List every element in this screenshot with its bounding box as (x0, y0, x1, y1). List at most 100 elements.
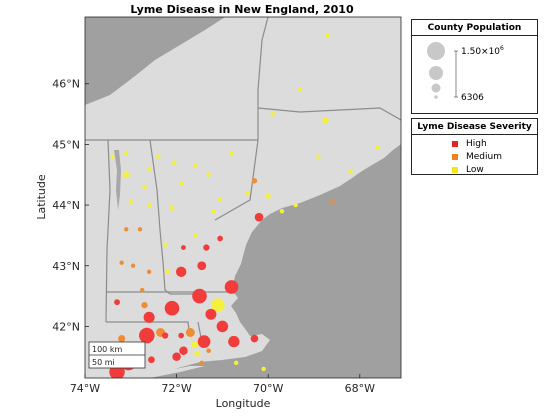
pop-symbol-min (434, 95, 438, 99)
lake-champlain (114, 150, 121, 210)
chart-title: Lyme Disease in New England, 2010 (130, 3, 354, 16)
x-tick-label: 72°W (161, 382, 191, 395)
county-point (140, 287, 145, 293)
county-point (316, 154, 321, 159)
county-point (169, 205, 175, 211)
county-point (178, 332, 185, 339)
county-point (228, 335, 240, 348)
county-point (270, 111, 275, 117)
county-point (164, 300, 180, 316)
county-point (141, 302, 148, 309)
severity-entry-low: Low (412, 163, 537, 176)
county-point (330, 199, 335, 205)
county-point (110, 154, 115, 159)
severity-legend-title: Lyme Disease Severity (412, 119, 537, 135)
county-point (192, 233, 198, 238)
severity-label-high: High (466, 138, 487, 149)
y-tick-label: 43°N (52, 260, 80, 273)
x-axis-label: Longitude (216, 397, 271, 410)
county-point (217, 196, 223, 202)
county-point (199, 360, 204, 366)
county-point (124, 227, 129, 232)
county-point (192, 163, 198, 168)
county-point (165, 269, 170, 275)
county-point (191, 341, 199, 349)
county-point (114, 299, 120, 306)
scale-mi-label: 50 mi (92, 358, 115, 367)
county-point (130, 263, 136, 268)
county-point (322, 116, 329, 124)
county-point (206, 172, 211, 177)
x-tick-label: 74°W (70, 382, 100, 395)
y-tick-label: 42°N (52, 320, 80, 333)
county-point (250, 334, 259, 343)
county-point (245, 190, 250, 196)
long-island (120, 366, 205, 378)
county-point (348, 169, 353, 174)
county-point (148, 356, 155, 364)
pop-max-label: 1.50×106 (461, 45, 504, 57)
pop-min-label: 6306 (461, 93, 484, 103)
county-point (124, 151, 129, 156)
county-point (298, 87, 303, 93)
county-point (146, 269, 152, 275)
county-point (197, 261, 207, 271)
county-point (293, 202, 298, 208)
severity-label-low: Low (466, 164, 484, 175)
county-point (233, 360, 239, 366)
county-point (146, 166, 152, 171)
county-point (119, 260, 124, 265)
y-tick-label: 44°N (52, 199, 80, 212)
county-point (128, 199, 133, 205)
population-legend: County Population 1.50×106 6306 (411, 19, 538, 114)
y-tick-label: 45°N (52, 138, 80, 151)
county-point (161, 332, 169, 339)
county-point (254, 212, 264, 222)
y-axis-label: Latitude (35, 174, 48, 220)
plot-frame (84, 16, 402, 379)
county-point (179, 346, 188, 355)
county-point (375, 145, 381, 150)
county-point (279, 208, 285, 214)
county-point (194, 350, 201, 357)
county-point (172, 352, 181, 362)
county-point (261, 366, 266, 372)
county-point (217, 235, 223, 242)
county-point (118, 335, 126, 343)
plot-area: 100 km 50 mi (85, 17, 401, 378)
county-point (139, 327, 155, 344)
county-point (197, 335, 211, 348)
scale-km-label: 100 km (92, 345, 122, 354)
pop-symbol-large (427, 42, 445, 60)
county-point (325, 33, 330, 38)
county-point (122, 171, 130, 178)
county-point (211, 208, 216, 214)
county-point (178, 181, 184, 187)
county-point (192, 288, 207, 304)
scale-bar: 100 km 50 mi (88, 341, 146, 369)
county-point (251, 178, 258, 184)
county-point (162, 242, 168, 247)
pop-symbol-mid (429, 66, 443, 80)
severity-swatch-low (452, 166, 458, 173)
county-point (216, 320, 229, 333)
county-point (146, 202, 152, 208)
state-borders (85, 17, 401, 349)
county-point (142, 184, 147, 190)
x-tick-label: 68°W (345, 382, 375, 395)
x-tick-label: 70°W (253, 382, 283, 395)
county-point (224, 280, 239, 294)
county-point (203, 244, 210, 251)
population-legend-title: County Population (412, 20, 537, 36)
county-point (206, 348, 211, 354)
severity-swatch-high (452, 140, 458, 147)
severity-entry-high: High (412, 137, 537, 150)
county-point (205, 308, 217, 320)
county-point (185, 328, 195, 337)
county-point (172, 160, 177, 165)
county-point (156, 154, 161, 159)
y-tick-label: 46°N (52, 78, 80, 91)
county-point (137, 227, 143, 232)
county-point (176, 266, 187, 277)
severity-label-medium: Medium (466, 151, 502, 162)
